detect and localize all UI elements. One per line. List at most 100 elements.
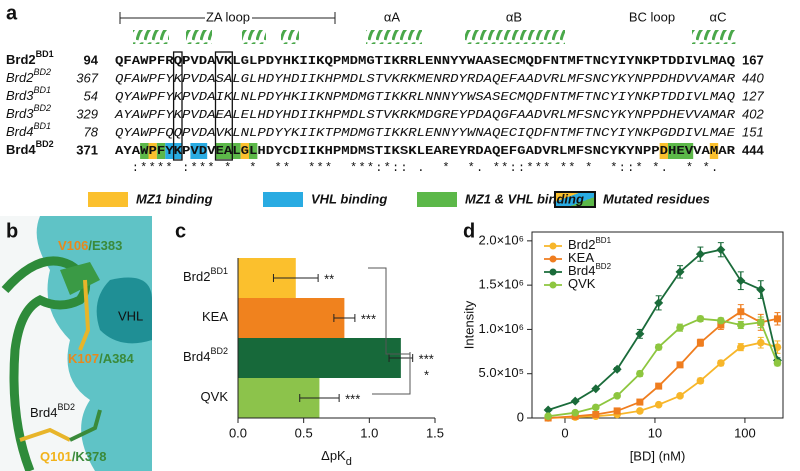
residue-label: K107/A384 [68,351,135,366]
row-name: Brd4BD2 [6,139,54,157]
category-label: QVK [201,389,229,404]
marker [773,359,782,367]
marker [756,318,765,327]
comparison-label: * [424,367,429,382]
x-tick-label: 0 [561,425,568,440]
marker [613,392,621,400]
bar [238,298,345,338]
structure-label: αA [384,9,401,24]
row-start: 367 [76,70,98,85]
marker [636,398,644,406]
row-start: 54 [84,88,98,103]
sequence: QFAWPFYKPVDASALGLHDYHDIIKHPMDLSTVKRKMENR… [115,72,736,86]
structure-label: αB [506,9,522,24]
partner-label: VHL [118,308,143,323]
y-tick-label: 5.0×10⁵ [478,365,524,380]
marker [736,276,746,286]
marker [695,249,705,259]
x-tick-label: 0.0 [229,425,247,440]
marker [592,410,600,418]
category-sup: BD1 [210,266,228,276]
row-end: 440 [742,70,764,85]
row-name-sup: BD1 [33,85,51,95]
legend-marker [549,255,557,263]
row-end: 151 [742,124,764,139]
category-sup: BD2 [210,346,228,356]
category: Brd2 [183,269,210,284]
sequence: AYAWPFYKPVDVEALGLHDYCDIIKHPMDMSTIKSKLEAR… [115,144,736,158]
legend-a: MZ1 binding VHL binding MZ1 & VHL bindin… [88,191,710,208]
plot-frame [531,231,784,419]
row-name-sup: BD2 [33,67,51,77]
legend-name: Brd4 [568,263,595,278]
marker [696,315,705,323]
legend-marker [549,242,557,250]
x-axis-label: [BD] (nM) [630,448,686,463]
marker [716,245,726,255]
row-start: 371 [76,142,98,157]
legend-marker [549,281,557,289]
x-tick-label: 0.5 [295,425,313,440]
legend-sup: BD1 [595,236,611,245]
marker [756,285,766,295]
legend-label: MZ1 & VHL binding [465,191,584,206]
protein: Brd4 [30,405,57,420]
marker [635,329,645,339]
marker [636,407,644,415]
residue: /A384 [99,351,134,366]
row-name-text: Brd3 [6,106,34,121]
marker [717,316,725,325]
marker [654,400,663,409]
marker [737,343,745,351]
y-tick-label: 1.0×10⁶ [479,321,524,336]
marker [756,338,765,347]
row-end: 167 [742,52,764,67]
x-tick-label: 10 [648,425,662,440]
bracket [368,267,411,395]
bar [238,338,401,378]
marker [696,377,705,385]
structure-label: ZA loop [206,9,250,24]
marker [737,321,745,329]
marker [773,315,781,323]
marker [717,321,725,329]
y-axis-label: Intensity [461,300,476,349]
category-label: KEA [202,309,228,324]
series-line [547,248,779,411]
legend-label: Brd2BD1 [568,236,612,252]
x-tick-label: 1.5 [426,425,444,440]
row-name-text: Brd3 [6,88,34,103]
legend-label: Mutated residues [603,191,710,206]
legend-label: KEA [568,250,594,265]
row-name-text: Brd4 [6,142,36,157]
row-end: 444 [742,142,764,157]
structure-image [0,216,152,471]
row-name-sup: BD2 [33,103,51,113]
row-start: 94 [84,52,99,67]
marker [612,364,622,374]
sequence: QFAWPFRQPVDAVKLGLPDYHKIIKQPMDMGTIKRRLENN… [115,54,735,68]
marker [654,298,664,308]
row-name-sup: BD1 [36,49,54,59]
legend-name: QVK [568,276,596,291]
x-tick-label: 100 [734,425,756,440]
marker [737,308,745,316]
za-bracket [119,12,336,24]
residue: Q101 [40,449,72,464]
panel-label: d [463,220,475,242]
alignment: Brd2BD1 94 QFAWPFRQPVDAVKLGLPDYHKIIKQPMDMG… [6,49,764,158]
panel-label: a [6,2,18,24]
category: KEA [202,309,228,324]
panel-label: c [175,220,186,242]
structure-label: αC [710,9,727,24]
marker [591,384,601,394]
panel-d: d 0 5.0×10⁵ 1.0×10⁶ 1.5×10⁶ 2.0×10⁶ 0 10 100 [BD]… [461,220,784,463]
row-name-sup: BD2 [36,139,54,149]
residue-label: V106/E383 [58,238,122,253]
row-end: 402 [742,106,764,121]
legend-label: MZ1 binding [136,191,213,206]
sequence: AYAWPFYKPVDAEALELHDYHDIIKHPMDLSTVKRKMDGR… [114,108,736,122]
marker [696,339,704,347]
